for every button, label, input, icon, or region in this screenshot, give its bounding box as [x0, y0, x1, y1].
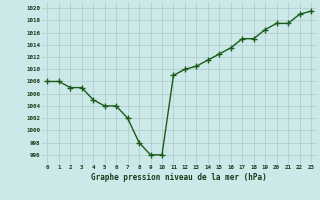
X-axis label: Graphe pression niveau de la mer (hPa): Graphe pression niveau de la mer (hPa)	[91, 173, 267, 182]
